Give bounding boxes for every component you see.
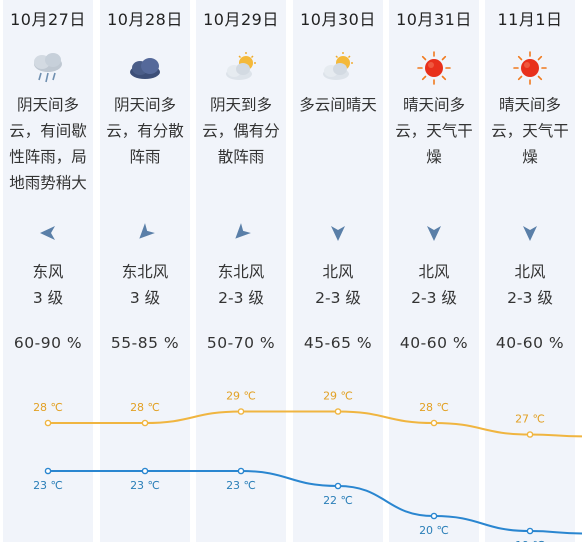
humidity-range: 40-60 % [399,334,469,352]
forecast-day-column: 10月28日 阴天间多云，有分散阵雨 东北风 3 级 55-85 % [100,0,190,542]
low-temperature-point [141,467,149,475]
high-temperature-label: 28 ℃ [130,401,160,414]
arrow-left-icon [3,222,93,244]
high-temperature-label: 29 ℃ [226,390,256,403]
arrow-down-icon [485,222,575,244]
wind-level: 3 级 [32,289,64,307]
low-temperature-label: 19 ℃ [515,539,545,542]
wind-direction: 东北风 [217,263,265,281]
high-temperature-point [44,419,52,427]
low-temperature-point [334,482,342,490]
low-temperature-point [430,512,438,520]
arrow-down-icon [389,222,479,244]
dark-cloud-icon [100,50,190,86]
arrow-southwest-icon [196,222,286,244]
wind-level: 2-3 级 [218,289,264,307]
forecast-date: 10月28日 [107,10,183,29]
weather-description: 晴天间多云，天气干燥 [491,96,569,166]
wind-level: 2-3 级 [507,289,553,307]
wind-direction: 东风 [32,263,64,281]
high-temperature-label: 28 ℃ [33,401,63,414]
low-temperature-label: 23 ℃ [226,479,256,492]
wind-direction: 北风 [514,263,546,281]
low-temperature-label: 22 ℃ [323,494,353,507]
wind-direction: 东北风 [121,263,169,281]
forecast-day-column: 10月30日 多云间晴天 北风 2-3 级 45-65 % [293,0,383,542]
low-temperature-point [44,467,52,475]
high-temperature-label: 27 ℃ [515,413,545,426]
humidity-range: 45-65 % [303,334,373,352]
high-temperature-point [334,408,342,415]
high-temperature-label: 28 ℃ [419,401,449,414]
weather-description: 晴天间多云，天气干燥 [395,96,473,166]
weather-description: 阴天间多云，有间歇性阵雨，局地雨势稍大 [9,96,87,192]
wind-level: 3 级 [129,289,161,307]
forecast-day-column: 10月29日 阴天到多云，偶有分散阵雨 东北风 2-3 级 50-70 % [196,0,286,542]
wind-direction: 北风 [322,263,354,281]
humidity-range: 55-85 % [110,334,180,352]
low-temperature-label: 20 ℃ [419,524,449,537]
wind-direction: 北风 [418,263,450,281]
forecast-day-column: 10月31日 晴天间多云，天气干燥 北风 2-3 级 40-60 % [389,0,479,542]
sun-icon [389,50,479,86]
forecast-date: 10月31日 [396,10,472,29]
arrow-down-icon [293,222,383,244]
humidity-range: 40-60 % [495,334,565,352]
high-temperature-label: 29 ℃ [323,390,353,403]
humidity-range: 60-90 % [13,334,83,352]
forecast-date: 11月1日 [497,10,563,29]
low-temperature-point [526,527,534,535]
sun-icon [485,50,575,86]
low-temperature-point [237,467,245,475]
high-temperature-point [141,419,149,427]
sun-behind-cloud-icon [196,50,286,86]
forecast-date: 10月29日 [203,10,279,29]
forecast-date: 10月27日 [10,10,86,29]
weather-description: 多云间晴天 [299,96,377,114]
weather-description: 阴天间多云，有分散阵雨 [106,96,184,166]
high-temperature-point [526,431,534,438]
low-temperature-label: 23 ℃ [130,479,160,492]
arrow-southwest-icon [100,222,190,244]
sun-behind-cloud-icon [293,50,383,86]
low-temperature-line [48,469,582,535]
forecast-day-column: 10月27日 阴天间多云，有间歇性阵雨，局地雨势稍大 东风 3 级 60-90 … [3,0,93,542]
wind-level: 2-3 级 [411,289,457,307]
forecast-day-column: 11月1日 晴天间多云，天气干燥 北风 2-3 级 40-60 % [485,0,575,542]
wind-level: 2-3 级 [315,289,361,307]
low-temperature-label: 23 ℃ [33,479,63,492]
high-temperature-point [237,408,245,415]
humidity-range: 50-70 % [206,334,276,352]
forecast-date: 10月30日 [300,10,376,29]
thunder-rain-cloud-icon [3,50,93,86]
weather-description: 阴天到多云，偶有分散阵雨 [202,96,280,166]
high-temperature-point [430,419,438,427]
high-temperature-line [48,410,582,438]
